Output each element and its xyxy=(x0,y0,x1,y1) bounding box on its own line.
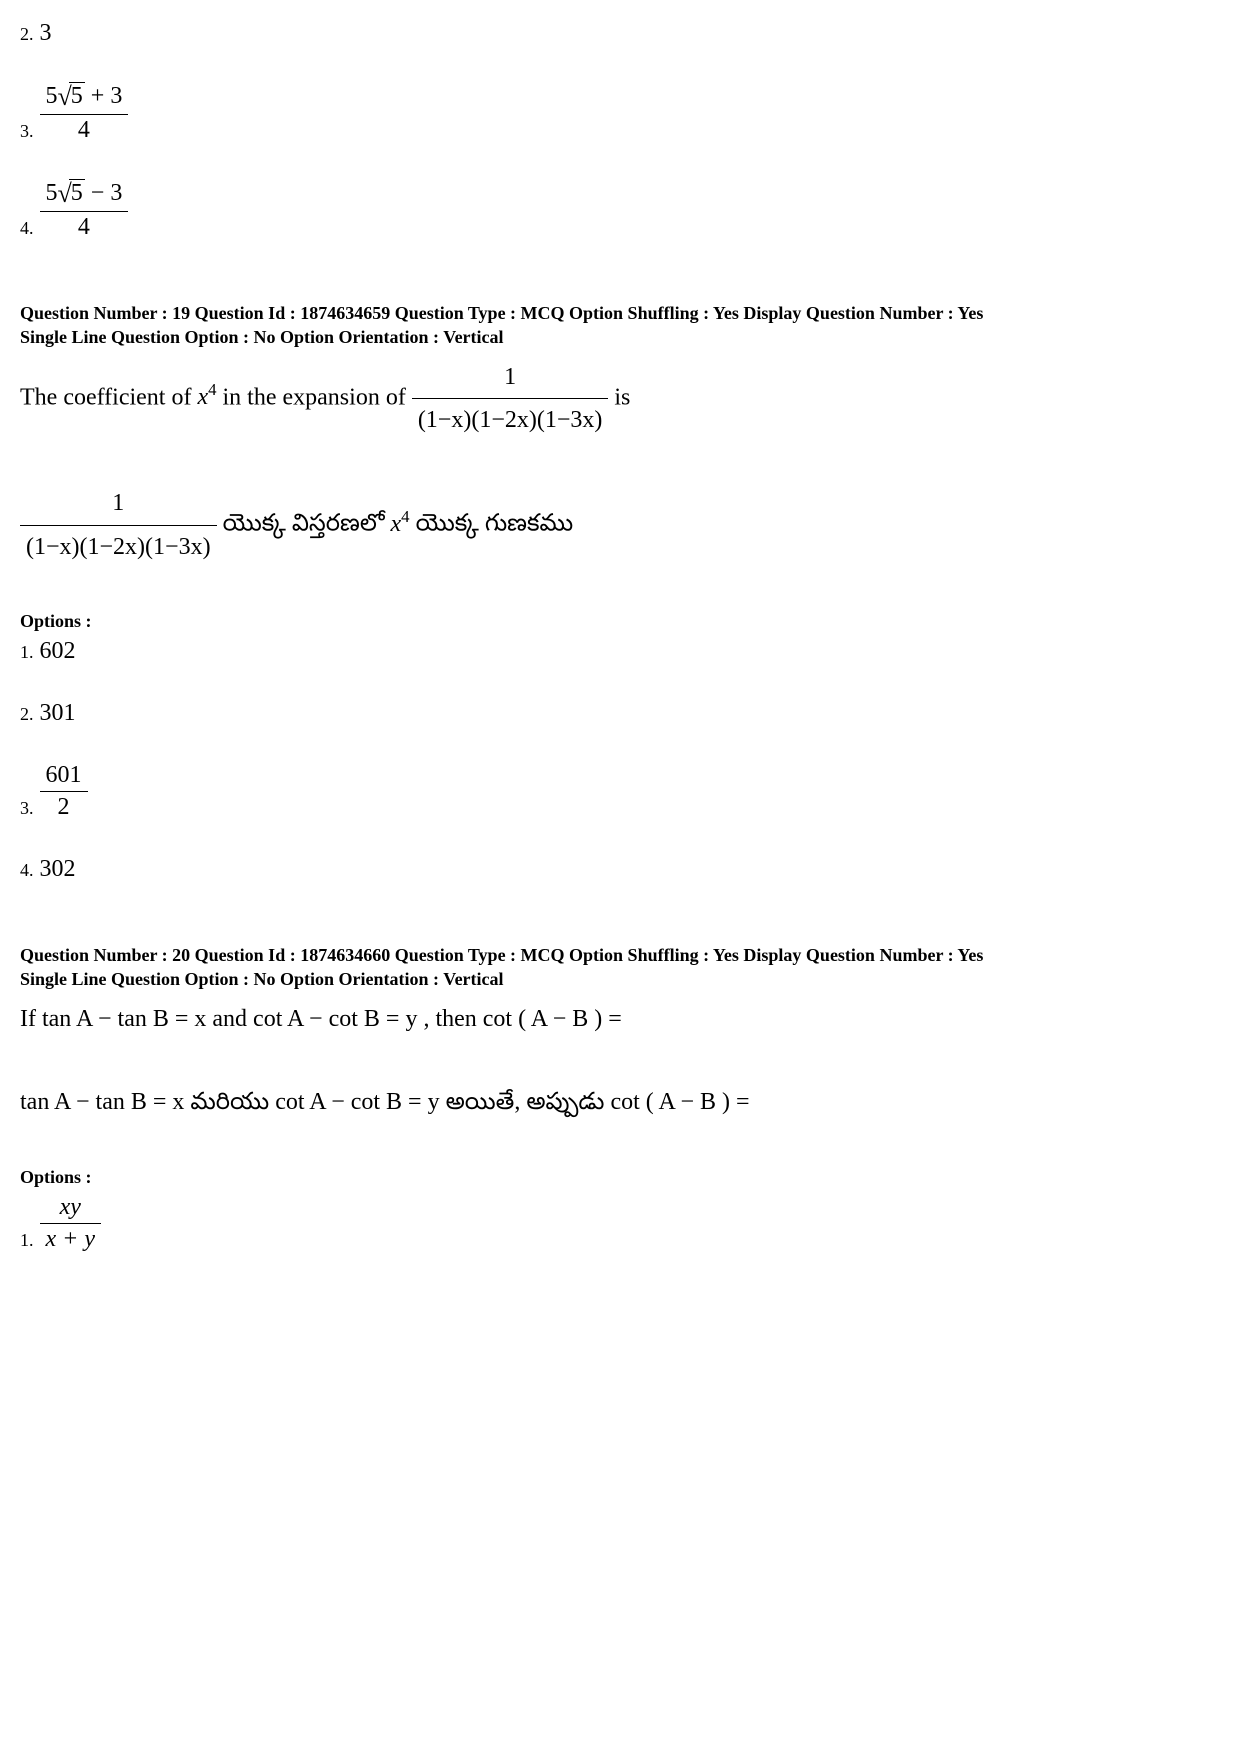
var: x xyxy=(391,511,402,537)
frac-num: 601 xyxy=(40,762,88,792)
option-number: 2. xyxy=(20,24,34,47)
option-value: 601 2 xyxy=(40,762,88,821)
option-value: xy x + y xyxy=(40,1194,102,1253)
option-number: 2. xyxy=(20,704,34,727)
option-value: 3 xyxy=(40,20,52,47)
option-value: 301 xyxy=(40,700,76,727)
q19-option-4: 4. 302 xyxy=(20,856,1220,883)
coef: 5 xyxy=(46,180,58,206)
q19-option-1: 1. 602 xyxy=(20,638,1220,665)
text-pre: The coefficient of xyxy=(20,384,197,410)
options-label: Options : xyxy=(20,1167,1220,1188)
question-text-te: 1 (1−x)(1−2x)(1−3x) యొక్క విస్తరణలో x4 య… xyxy=(20,484,1220,566)
radicand: 5 xyxy=(69,82,85,110)
prev-option-4: 4. 5√5 − 3 4 xyxy=(20,179,1220,241)
option-value: 302 xyxy=(40,856,76,883)
option-number: 4. xyxy=(20,860,34,883)
option-number: 1. xyxy=(20,1230,34,1253)
prev-option-3: 3. 5√5 + 3 4 xyxy=(20,82,1220,144)
denominator: 4 xyxy=(40,212,129,241)
frac-num: 1 xyxy=(412,358,609,399)
option-number: 3. xyxy=(20,121,34,144)
sup: 4 xyxy=(208,380,216,399)
q20-option-1: 1. xy x + y xyxy=(20,1194,1220,1253)
text-mid: యొక్క విస్తరణలో xyxy=(223,511,391,537)
tail: + 3 xyxy=(85,83,123,109)
tail: − 3 xyxy=(85,180,123,206)
text-post: యొక్క గుణకము xyxy=(410,511,574,537)
option-number: 1. xyxy=(20,642,34,665)
frac-num: xy xyxy=(60,1194,81,1220)
question-meta: Question Number : 20 Question Id : 18746… xyxy=(20,943,1220,992)
option-number: 4. xyxy=(20,218,34,241)
sup: 4 xyxy=(401,507,409,526)
frac-den: (1−x)(1−2x)(1−3x) xyxy=(412,399,609,439)
option-value: 5√5 − 3 4 xyxy=(40,179,129,241)
var: x xyxy=(197,384,208,410)
meta-line-1: Question Number : 19 Question Id : 18746… xyxy=(20,303,983,323)
option-value: 5√5 + 3 4 xyxy=(40,82,129,144)
frac-den: 2 xyxy=(40,792,88,821)
frac-den: (1−x)(1−2x)(1−3x) xyxy=(20,526,217,566)
coef: 5 xyxy=(46,83,58,109)
radicand: 5 xyxy=(69,179,85,207)
q20-te: tan A − tan B = x మరియు cot A − cot B = … xyxy=(20,1089,750,1115)
q19-option-2: 2. 301 xyxy=(20,700,1220,727)
meta-line-1: Question Number : 20 Question Id : 18746… xyxy=(20,945,983,965)
frac-den: x + y xyxy=(46,1226,96,1252)
question-text-te: tan A − tan B = x మరియు cot A − cot B = … xyxy=(20,1083,1220,1121)
text-mid: in the expansion of xyxy=(217,384,412,410)
question-text-en: The coefficient of x4 in the expansion o… xyxy=(20,358,1220,440)
frac-num: 1 xyxy=(20,484,217,525)
q20-en: If tan A − tan B = x and cot A − cot B =… xyxy=(20,1006,622,1032)
question-text-en: If tan A − tan B = x and cot A − cot B =… xyxy=(20,1000,1220,1038)
meta-line-2: Single Line Question Option : No Option … xyxy=(20,969,504,989)
question-meta: Question Number : 19 Question Id : 18746… xyxy=(20,301,1220,350)
prev-option-2: 2. 3 xyxy=(20,20,1220,47)
option-number: 3. xyxy=(20,798,34,821)
q19-option-3: 3. 601 2 xyxy=(20,762,1220,821)
text-post: is xyxy=(614,384,630,410)
option-value: 602 xyxy=(40,638,76,665)
meta-line-2: Single Line Question Option : No Option … xyxy=(20,327,504,347)
options-label: Options : xyxy=(20,611,1220,632)
denominator: 4 xyxy=(40,115,129,144)
